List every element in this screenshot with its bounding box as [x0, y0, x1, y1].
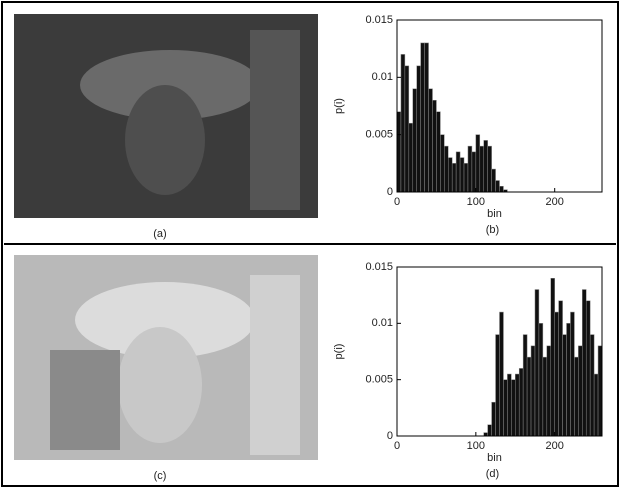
bar — [507, 373, 512, 437]
bar — [491, 168, 496, 193]
bar — [589, 334, 595, 437]
x-tick-label: 100 — [467, 196, 485, 208]
y-tick-label: 0 — [387, 186, 393, 198]
bar — [518, 368, 524, 437]
bar — [574, 356, 579, 437]
bar — [534, 289, 540, 437]
bar — [526, 356, 532, 437]
y-tick-label: 0.015 — [365, 14, 393, 26]
bar — [428, 88, 433, 193]
bar — [566, 323, 571, 437]
x-axis-label: bin — [487, 452, 502, 464]
y-tick-label: 0.005 — [365, 129, 393, 141]
bar — [455, 151, 461, 193]
bar — [593, 373, 599, 437]
y-tick-label: 0.005 — [365, 374, 393, 386]
bar — [459, 157, 465, 193]
bar — [483, 432, 488, 437]
bar — [408, 122, 414, 193]
y-axis-label: p(i) — [333, 98, 345, 114]
bar — [550, 278, 555, 437]
bar — [491, 401, 496, 437]
bar — [467, 145, 473, 193]
x-axis-label: bin — [487, 208, 502, 220]
bar — [546, 345, 551, 437]
bar — [444, 145, 449, 193]
chart-caption: (d) — [486, 468, 499, 480]
bar — [487, 145, 492, 193]
bar — [463, 163, 469, 193]
bar — [538, 323, 544, 437]
bar — [487, 424, 492, 437]
bar — [400, 54, 406, 193]
bar — [440, 134, 445, 193]
x-tick-label: 0 — [394, 196, 400, 208]
bar — [451, 163, 457, 193]
bar — [420, 42, 425, 193]
bar — [495, 334, 500, 437]
y-tick-label: 0.015 — [365, 261, 393, 273]
bar — [515, 373, 520, 437]
bar — [578, 345, 583, 437]
chart-caption: (b) — [486, 224, 499, 236]
bar — [432, 100, 437, 193]
panel-caption: (a) — [153, 228, 166, 240]
bar — [530, 345, 536, 437]
plot-frame — [396, 266, 603, 437]
bar — [522, 334, 528, 437]
bar — [499, 311, 504, 437]
plot-frame — [396, 19, 603, 193]
bar — [424, 42, 429, 193]
bar — [542, 356, 548, 437]
y-tick-label: 0.01 — [372, 71, 393, 83]
bar — [495, 180, 500, 193]
x-tick-label: 200 — [546, 196, 564, 208]
bar — [582, 289, 587, 437]
x-tick-label: 200 — [546, 440, 564, 452]
panel-caption: (c) — [154, 470, 167, 482]
bar — [554, 311, 559, 437]
bar — [416, 65, 421, 193]
bar — [448, 157, 453, 193]
bar — [597, 345, 603, 437]
bar — [585, 300, 591, 437]
y-tick-label: 0.01 — [372, 317, 393, 329]
bar — [558, 300, 563, 437]
bar — [570, 311, 575, 437]
bar — [499, 186, 504, 193]
photo-light — [14, 255, 318, 460]
bar — [511, 379, 516, 437]
bar — [562, 334, 567, 437]
bar — [475, 134, 481, 193]
photo-dark — [14, 14, 318, 218]
y-axis-label: p(i) — [333, 344, 345, 360]
y-tick-label: 0 — [387, 430, 393, 442]
bar — [483, 140, 488, 193]
bar — [404, 65, 410, 193]
x-tick-label: 0 — [394, 440, 400, 452]
bar — [479, 145, 484, 193]
bar — [471, 151, 477, 193]
x-tick-label: 100 — [467, 440, 485, 452]
bar — [503, 379, 508, 437]
bar — [396, 111, 402, 193]
bar — [436, 111, 441, 193]
bar — [412, 88, 417, 193]
